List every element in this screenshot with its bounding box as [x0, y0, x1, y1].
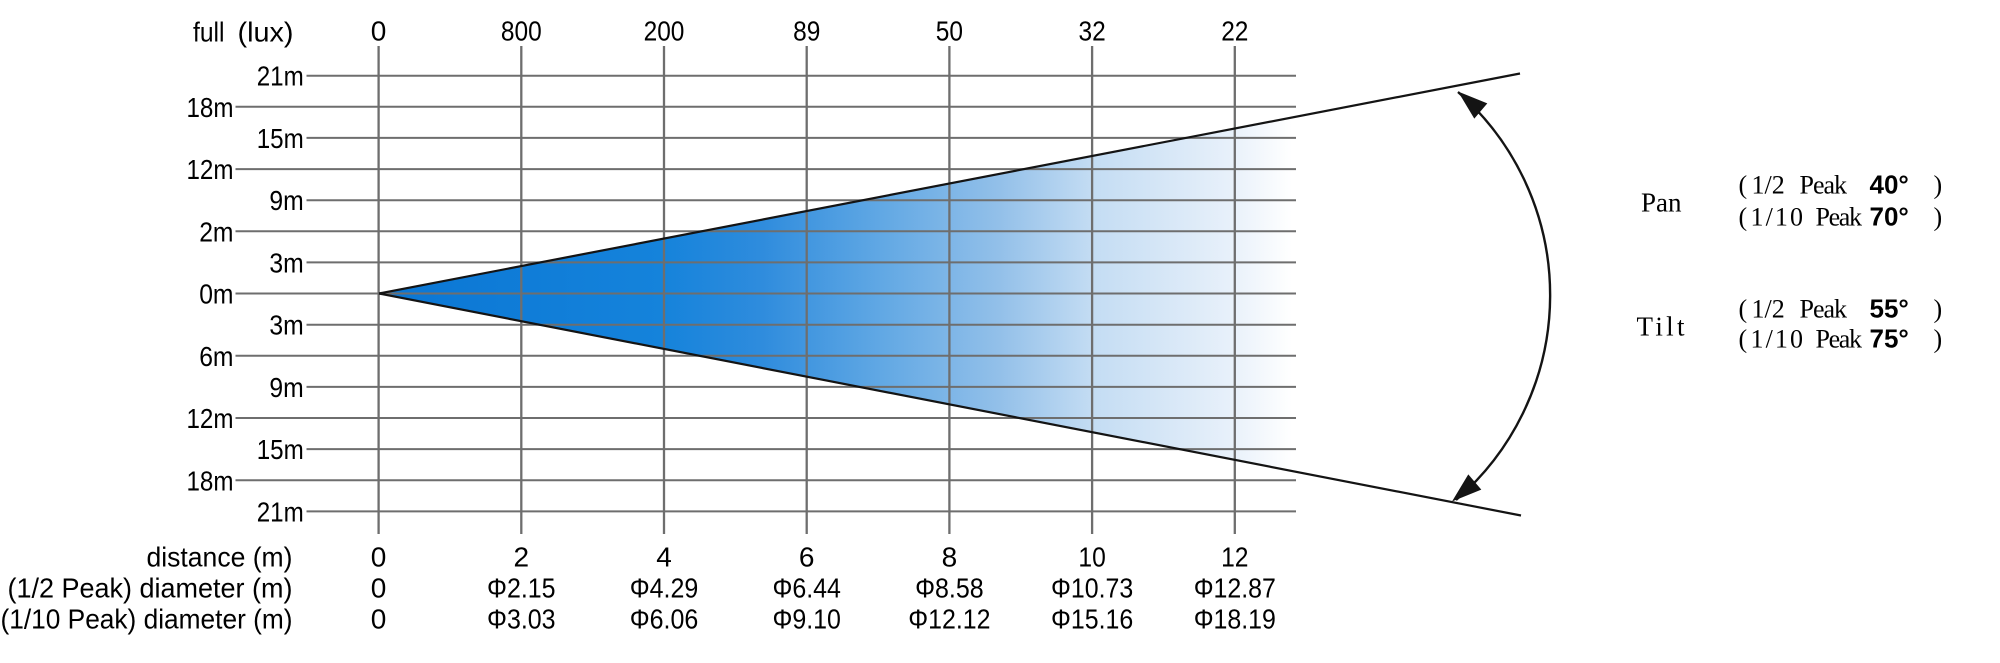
svg-text:Pan: Pan — [1641, 188, 1682, 218]
svg-text:1/10: 1/10 — [1751, 202, 1804, 231]
svg-text:6: 6 — [799, 542, 815, 573]
svg-text:Φ3.03: Φ3.03 — [487, 604, 556, 635]
svg-text:10: 10 — [1078, 542, 1105, 573]
svg-text:): ) — [1934, 325, 1943, 354]
svg-text:200: 200 — [644, 15, 685, 46]
svg-text:12: 12 — [1221, 542, 1248, 573]
svg-text:89: 89 — [793, 15, 820, 46]
svg-text:(1/2 Peak) diameter (m): (1/2 Peak) diameter (m) — [8, 573, 293, 604]
svg-text:15m: 15m — [257, 123, 304, 154]
svg-text:): ) — [1934, 295, 1943, 324]
svg-text:50: 50 — [936, 15, 963, 46]
svg-text:Φ12.12: Φ12.12 — [908, 604, 990, 635]
svg-text:Φ10.73: Φ10.73 — [1051, 573, 1133, 604]
svg-text:21m: 21m — [257, 61, 304, 92]
svg-text:4: 4 — [656, 542, 672, 573]
svg-text:Peak: Peak — [1816, 325, 1863, 354]
svg-text:8: 8 — [942, 542, 958, 573]
svg-text:(: ( — [1739, 171, 1748, 200]
svg-text:0: 0 — [371, 604, 387, 635]
svg-text:Φ15.16: Φ15.16 — [1051, 604, 1133, 635]
svg-text:800: 800 — [501, 15, 542, 46]
svg-text:55°: 55° — [1870, 294, 1909, 324]
svg-text:Tilt: Tilt — [1637, 312, 1685, 342]
svg-text:3m: 3m — [269, 247, 303, 278]
svg-text:(: ( — [1739, 295, 1748, 324]
svg-text:(lux): (lux) — [238, 17, 294, 48]
svg-text:Φ12.87: Φ12.87 — [1194, 573, 1276, 604]
svg-text:2m: 2m — [199, 216, 233, 247]
svg-text:32: 32 — [1079, 15, 1106, 46]
svg-text:2: 2 — [514, 542, 530, 573]
svg-text:12m: 12m — [187, 403, 234, 434]
svg-text:(: ( — [1739, 325, 1748, 354]
svg-text:0m: 0m — [199, 279, 233, 310]
svg-text:18m: 18m — [187, 465, 234, 496]
svg-text:15m: 15m — [257, 434, 304, 465]
svg-text:Φ4.29: Φ4.29 — [630, 573, 699, 604]
svg-text:0: 0 — [371, 15, 387, 46]
svg-text:3m: 3m — [269, 310, 303, 341]
svg-text:9m: 9m — [269, 372, 303, 403]
svg-text:full: full — [193, 17, 225, 48]
svg-text:1/10: 1/10 — [1751, 325, 1804, 354]
svg-text:6m: 6m — [199, 341, 233, 372]
svg-text:Peak: Peak — [1800, 171, 1848, 200]
svg-text:40°: 40° — [1870, 170, 1909, 200]
svg-text:22: 22 — [1221, 15, 1248, 46]
svg-text:Φ8.58: Φ8.58 — [915, 573, 984, 604]
svg-text:): ) — [1934, 202, 1943, 231]
svg-text:0: 0 — [371, 573, 387, 604]
svg-text:Peak: Peak — [1800, 295, 1848, 324]
svg-text:(: ( — [1739, 202, 1748, 231]
svg-text:Peak: Peak — [1816, 202, 1863, 231]
svg-text:18m: 18m — [187, 92, 234, 123]
svg-text:Φ6.44: Φ6.44 — [772, 573, 841, 604]
svg-text:75°: 75° — [1870, 324, 1909, 354]
svg-text:distance (m): distance (m) — [147, 542, 293, 573]
svg-text:70°: 70° — [1870, 201, 1909, 231]
svg-text:21m: 21m — [257, 496, 304, 527]
svg-text:): ) — [1934, 171, 1943, 200]
svg-text:Φ2.15: Φ2.15 — [487, 573, 556, 604]
svg-text:Φ6.06: Φ6.06 — [630, 604, 699, 635]
svg-text:1/2: 1/2 — [1752, 171, 1785, 200]
svg-text:12m: 12m — [187, 154, 234, 185]
svg-text:(1/10 Peak) diameter (m): (1/10 Peak) diameter (m) — [1, 604, 293, 635]
svg-text:Φ18.19: Φ18.19 — [1194, 604, 1276, 635]
svg-text:1/2: 1/2 — [1752, 295, 1785, 324]
svg-text:Φ9.10: Φ9.10 — [772, 604, 841, 635]
svg-text:9m: 9m — [269, 185, 303, 216]
svg-text:0: 0 — [371, 542, 387, 573]
